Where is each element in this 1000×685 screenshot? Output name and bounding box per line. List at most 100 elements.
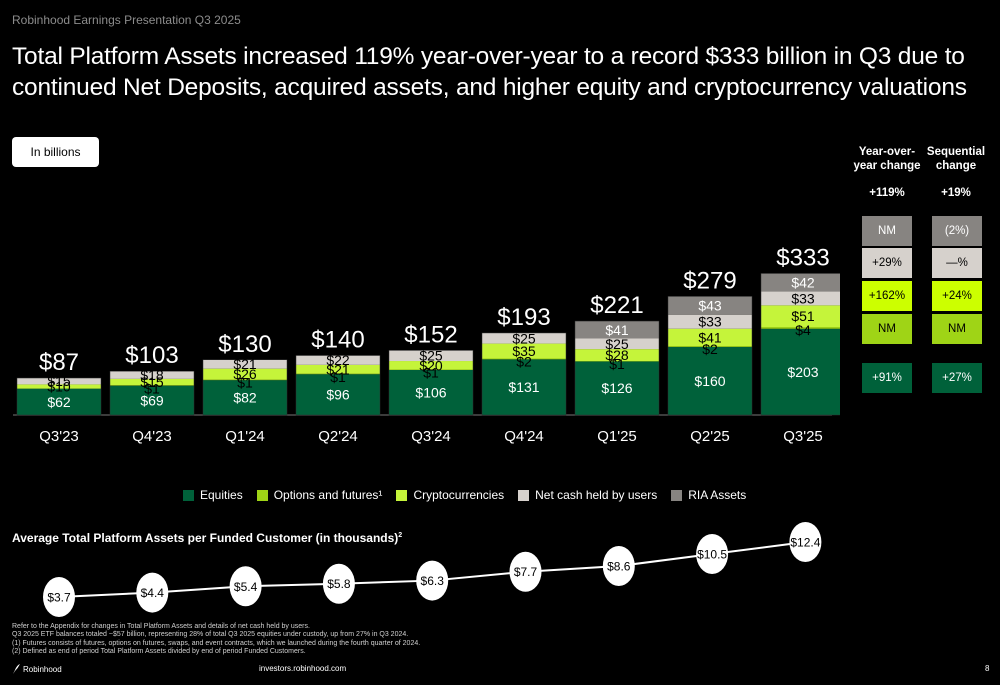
segment-label-equities: $62 — [47, 394, 71, 410]
seq-change-crypto: +24% — [932, 281, 982, 311]
seq-change-header: Sequential change — [921, 145, 991, 173]
data-point-label: $5.8 — [327, 577, 351, 591]
category-label: Q3'24 — [411, 428, 451, 445]
units-badge: In billions — [12, 137, 99, 167]
legend-swatch — [256, 489, 268, 501]
bar-outline — [16, 377, 102, 416]
bar-outline — [388, 350, 474, 416]
segment-label-ria: $42 — [791, 274, 815, 290]
footnote: (2) Defined as end of period Total Platf… — [12, 647, 306, 655]
segment-label-ria: $41 — [605, 322, 629, 338]
segment-label-equities: $69 — [140, 392, 164, 408]
legend-item-equities: Equities — [183, 488, 243, 502]
bar-segment-options_futures — [761, 327, 840, 329]
bar-total-label: $152 — [404, 321, 457, 348]
bar-outline — [574, 320, 660, 416]
category-label: Q1'25 — [597, 428, 637, 445]
bar-segment-equities — [668, 347, 752, 415]
data-point-label: $12.4 — [790, 536, 820, 550]
page-number: 8 — [985, 664, 990, 673]
segment-label-net_cash: $33 — [698, 314, 722, 330]
bar-segment-equities — [17, 388, 101, 415]
segment-label-options_futures: $1 — [144, 380, 160, 396]
bar-outline — [202, 359, 288, 416]
footnote: (1) Futures consists of futures, options… — [12, 639, 421, 647]
legend-item-options_futures: Options and futures¹ — [256, 488, 383, 502]
data-point — [789, 522, 822, 562]
legend-label: Cryptocurrencies — [413, 488, 505, 502]
chart-legend: Equities Options and futures¹ Cryptocurren… — [183, 488, 760, 502]
brand-name: Robinhood — [23, 664, 62, 674]
legend-item-crypto: Cryptocurrencies — [396, 488, 504, 502]
segment-label-equities: $96 — [326, 387, 350, 403]
segment-label-options_futures: $4 — [795, 322, 811, 338]
data-point — [696, 534, 729, 575]
footnotes: Refer to the Appendix for changes in Tot… — [12, 623, 420, 656]
legend-item-net_cash: Net cash held by users — [518, 488, 657, 502]
segment-label-crypto: $35 — [512, 343, 536, 359]
bar-segment-net_cash — [296, 355, 380, 365]
category-label: Q2'25 — [690, 428, 730, 445]
bar-total-label: $333 — [776, 244, 829, 271]
legend-label: RIA Assets — [688, 488, 747, 502]
data-point — [43, 577, 75, 617]
bar-segment-equities — [203, 380, 287, 415]
data-point — [322, 563, 355, 604]
legend-swatch — [671, 489, 683, 501]
bar-segment-crypto — [668, 328, 752, 347]
data-point-label: $7.7 — [514, 565, 538, 579]
segment-label-equities: $203 — [787, 364, 818, 380]
bar-segment-ria — [761, 273, 840, 292]
segment-label-net_cash: $33 — [791, 290, 815, 306]
segment-label-options_futures: $1 — [609, 356, 625, 372]
segment-label-equities: $131 — [508, 379, 539, 395]
bar-segment-crypto — [389, 361, 473, 370]
bar-segment-options_futures — [668, 346, 752, 347]
category-label: Q4'24 — [504, 428, 544, 445]
bar-total-label: $193 — [497, 304, 550, 331]
segment-label-net_cash: $21 — [233, 356, 257, 372]
website-link[interactable]: investors.robinhood.com — [259, 664, 347, 673]
bar-segment-net_cash — [575, 338, 659, 350]
bar-segment-crypto — [110, 378, 194, 386]
data-point-label: $6.3 — [421, 574, 445, 588]
footnote-ref: 2 — [398, 532, 403, 539]
data-point-label: $10.5 — [697, 548, 727, 562]
bar-segment-options_futures — [482, 358, 566, 360]
segment-label-crypto: $20 — [419, 357, 443, 373]
bar-segment-crypto — [296, 364, 380, 374]
bar-total-label: $87 — [39, 349, 79, 376]
segment-label-crypto: $21 — [326, 361, 350, 377]
bar-total-label: $140 — [311, 327, 364, 354]
bar-segment-ria — [575, 321, 659, 339]
bar-segment-equities — [761, 328, 840, 415]
legend-label: Equities — [200, 488, 243, 502]
bar-segment-equities — [482, 359, 566, 415]
bar-outline — [295, 355, 381, 416]
seq-change-options_futures: NM — [932, 314, 982, 344]
bar-segment-net_cash — [203, 359, 287, 369]
category-label: Q3'23 — [39, 428, 79, 445]
legend-label: Net cash held by users — [535, 488, 658, 502]
bar-segment-net_cash — [389, 350, 473, 362]
legend-label: Options and futures¹ — [273, 488, 383, 502]
total-platform-assets-bar-chart: $62$10$15$87Q3'23$69$1$15$18$103Q4'23$82… — [13, 244, 840, 445]
legend-swatch — [183, 489, 194, 501]
segment-label-net_cash: $15 — [47, 373, 71, 389]
segment-label-crypto: $26 — [233, 366, 257, 382]
bar-total-label: $221 — [590, 292, 643, 319]
yoy-change-crypto: +162% — [862, 281, 912, 311]
bar-segment-crypto — [203, 368, 287, 380]
legend-item-ria: RIA Assets — [671, 488, 746, 502]
bar-total-label: $103 — [125, 342, 178, 369]
category-label: Q4'23 — [132, 428, 172, 445]
segment-label-options_futures: $2 — [702, 341, 718, 357]
segment-label-crypto: $41 — [698, 329, 722, 345]
segment-label-net_cash: $22 — [326, 352, 350, 368]
bar-total-label: $279 — [683, 267, 736, 294]
robinhood-logo: Robinhood — [12, 664, 62, 674]
bar-segment-crypto — [761, 305, 840, 328]
yoy-header-line2: year change — [853, 160, 921, 172]
segment-label-options_futures: $1 — [330, 369, 346, 385]
segment-label-equities: $160 — [694, 373, 725, 389]
